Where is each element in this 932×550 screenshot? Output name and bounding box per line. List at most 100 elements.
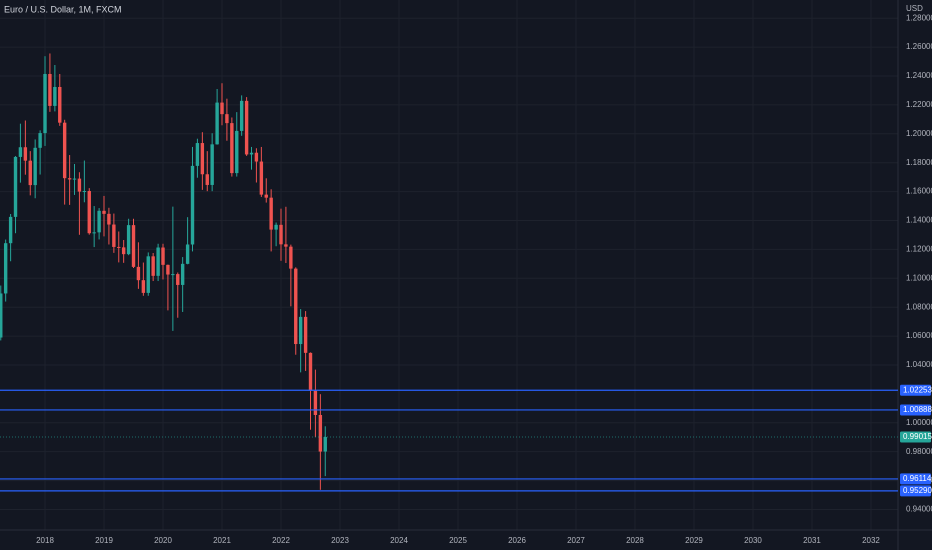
candle-body (215, 102, 219, 145)
y-tick-label: 1.10000 (906, 273, 932, 282)
y-tick-label: 1.22000 (906, 100, 932, 109)
y-axis-label: USD (906, 4, 923, 13)
candle-body (8, 216, 13, 244)
y-tick-label: 1.06000 (906, 331, 932, 340)
candle-body (97, 210, 101, 233)
y-tick-label: 1.16000 (906, 187, 932, 196)
candle-body (102, 210, 106, 214)
candle-body (67, 178, 72, 180)
candle-body (43, 73, 47, 134)
y-tick-label: 1.28000 (906, 13, 932, 22)
candle-body (3, 243, 8, 294)
candle-body (87, 191, 91, 234)
level-label: 0.95290 (903, 486, 932, 495)
grid (0, 0, 898, 530)
y-tick-label: 1.12000 (906, 245, 932, 254)
y-tick-label: 1.20000 (906, 129, 932, 138)
candles (0, 53, 327, 490)
candle-body (136, 266, 141, 281)
candle-body (190, 165, 195, 245)
candle-body (112, 224, 116, 247)
candle-body (279, 224, 283, 245)
candle-body (48, 73, 52, 106)
candle-body (235, 130, 239, 174)
candle-body (58, 86, 62, 123)
candle-body (313, 390, 318, 415)
overlay: 0.99015 1.02253 1.00888 0.96114 0.95290 (0, 384, 932, 497)
candle-body (294, 268, 298, 345)
level-label: 0.96114 (903, 474, 932, 483)
candle-body (107, 213, 111, 225)
candle-body (274, 224, 278, 230)
candle-body (249, 152, 254, 155)
candle-body (210, 144, 214, 185)
candle-body (200, 143, 205, 175)
candle-body (303, 316, 308, 353)
chart-title: Euro / U.S. Dollar, 1M, FXCM (4, 4, 122, 14)
y-tick-label: 0.94000 (906, 505, 932, 514)
x-tick-label: 2019 (95, 536, 113, 545)
x-tick-label: 2031 (803, 536, 821, 545)
y-tick-label: 1.14000 (906, 216, 932, 225)
level-box (900, 404, 931, 416)
y-tick-label: 1.08000 (906, 302, 932, 311)
candle-body (239, 100, 244, 131)
candle-body (141, 280, 146, 293)
y-tick-label: 1.24000 (906, 71, 932, 80)
candle-body (82, 191, 87, 193)
x-tick-label: 2021 (213, 536, 231, 545)
candle-body (151, 256, 155, 276)
candle-body (146, 256, 150, 293)
candle-body (259, 161, 264, 195)
candle-body (121, 247, 126, 255)
candle-body (131, 225, 136, 267)
candle-body (220, 102, 224, 115)
candle-body (254, 152, 259, 162)
x-tick-label: 2025 (449, 536, 467, 545)
x-tick-label: 2027 (567, 536, 585, 545)
candle-body (166, 264, 170, 275)
candle-body (18, 147, 23, 157)
candle-body (53, 86, 57, 106)
level-box (900, 485, 931, 497)
level-box (900, 384, 931, 396)
candle-body (185, 244, 190, 264)
x-tick-label: 2028 (626, 536, 644, 545)
level-label: 1.00888 (903, 405, 932, 414)
candle-body (161, 247, 165, 265)
candle-body (284, 244, 288, 247)
candle-body (308, 352, 313, 391)
x-tick-label: 2023 (331, 536, 349, 545)
candle-body (33, 147, 37, 186)
x-tick-label: 2024 (390, 536, 408, 545)
candle-body (264, 194, 268, 198)
candle-body (269, 197, 273, 230)
candle-body (225, 114, 229, 124)
candle-body (62, 122, 67, 179)
level-label: 1.02253 (903, 385, 932, 394)
y-tick-label: 1.18000 (906, 158, 932, 167)
candle-body (318, 414, 323, 452)
candle-body (13, 156, 18, 217)
y-tick-label: 1.04000 (906, 360, 932, 369)
x-tick-label: 2032 (862, 536, 880, 545)
last-price-label: 0.99015 (903, 432, 932, 441)
candle-body (23, 147, 28, 161)
candle-body (77, 178, 82, 192)
last-price-box (900, 431, 931, 443)
candle-body (230, 123, 234, 174)
candle-body (298, 316, 303, 345)
candle-body (176, 274, 180, 285)
x-tick-label: 2020 (154, 536, 172, 545)
level-box (900, 473, 931, 485)
candle-body (156, 247, 160, 276)
x-tick-label: 2026 (508, 536, 526, 545)
candle-body (38, 133, 42, 148)
candle-body (180, 263, 185, 285)
candle-body (72, 178, 77, 180)
candle-body (171, 274, 175, 276)
